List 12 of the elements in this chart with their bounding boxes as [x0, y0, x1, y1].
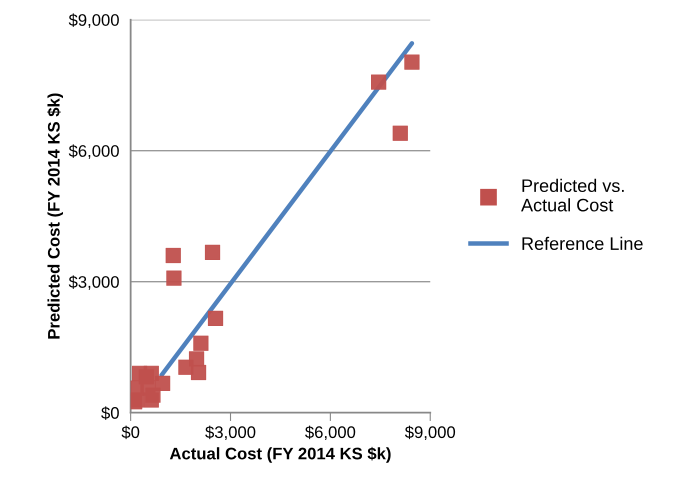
y-tick-label: $0	[101, 406, 119, 420]
y-tick-label: $3,000	[68, 275, 119, 290]
y-tick-label: $9,000	[68, 13, 119, 28]
x-tick-label: $3,000	[205, 426, 256, 440]
legend-label: Predicted vs. Actual Cost	[521, 178, 624, 212]
y-tick-label: $6,000	[68, 144, 119, 159]
x-tick-label: $6,000	[305, 426, 356, 440]
x-tick-label: $9,000	[404, 426, 456, 440]
x-tick-label: $0	[122, 426, 140, 440]
y-axis-title: Predicted Cost (FY 2014 KS $k)	[47, 93, 64, 339]
legend-label: Reference Line	[522, 236, 643, 250]
x-axis-title: Actual Cost (FY 2014 KS $k)	[170, 446, 391, 463]
